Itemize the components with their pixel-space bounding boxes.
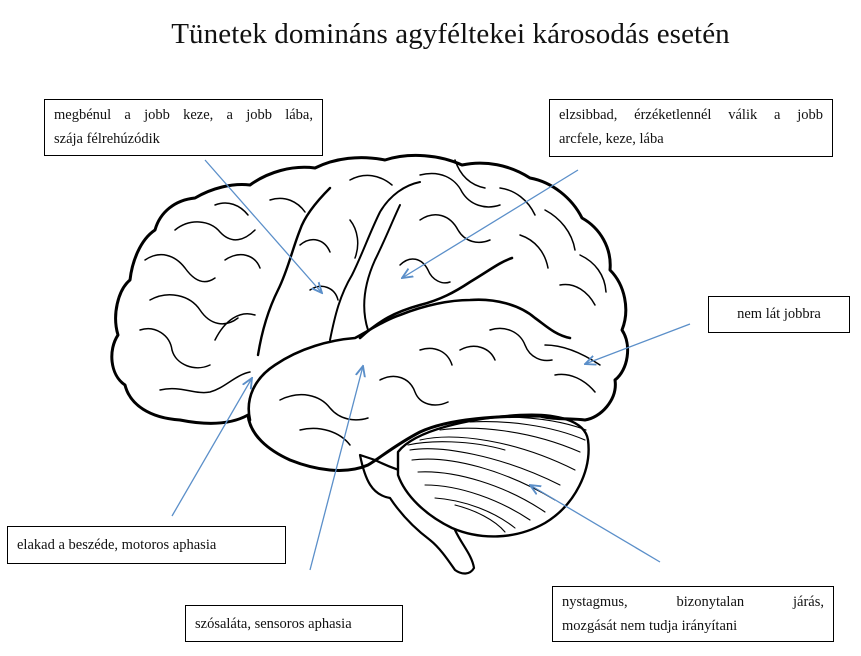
label-cerebellum-line1: nystagmus, bizonytalan járás, [562, 594, 824, 610]
label-motor-line2: szája félrehúzódik [54, 131, 160, 147]
label-motor-line1: megbénul a jobb keze, a jobb lába, [54, 107, 313, 123]
arrow-motor-aphasia [171, 378, 252, 517]
arrows [171, 159, 691, 571]
temporal-lobe [247, 298, 572, 422]
label-motor-symptoms: megbénul a jobb keze, a jobb lába, szája… [44, 99, 323, 156]
arrow-motor [204, 159, 322, 293]
label-cerebellum-symptoms: nystagmus, bizonytalan járás, mozgását n… [552, 586, 834, 642]
label-cerebellum-line2: mozgását nem tudja irányítani [562, 618, 738, 634]
arrow-sensory [402, 169, 579, 278]
lateral-sulcus [358, 256, 514, 340]
central-sulcus [256, 186, 332, 357]
cerebellum [396, 413, 590, 538]
label-sensory-line1: elzsibbad, érzéketlennél válik a jobb [559, 107, 823, 123]
label-sensory-aphasia: szósaláta, sensoros aphasia [185, 605, 403, 642]
brain-drawing [110, 154, 630, 575]
diagram-title: Tünetek domináns agyféltekei károsodás e… [171, 18, 730, 50]
arrow-cerebellum [530, 485, 661, 563]
label-motor-aphasia: elakad a beszéde, motoros aphasia [7, 526, 286, 564]
label-vision: nem lát jobbra [708, 296, 850, 333]
cerebrum-outline [110, 154, 630, 472]
arrow-sensory-aphasia [309, 366, 363, 571]
gyri [139, 159, 607, 446]
label-sensory-line2: arcfele, keze, lába [559, 131, 664, 147]
precentral [329, 181, 421, 341]
label-sensory-symptoms: elzsibbad, érzéketlennél válik a jobb ar… [549, 99, 833, 157]
arrow-vision [585, 323, 691, 364]
postcentral [363, 204, 401, 331]
